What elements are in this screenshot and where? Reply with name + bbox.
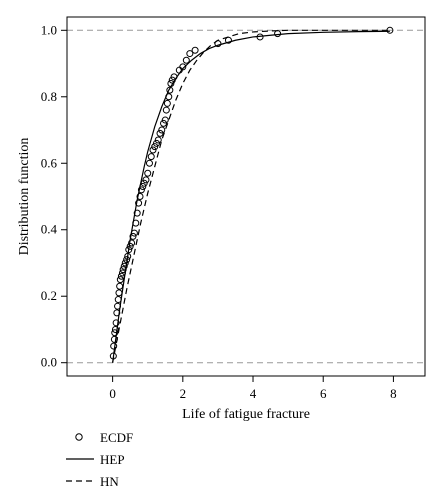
ecdf-point bbox=[149, 146, 157, 154]
ecdf-point bbox=[144, 169, 152, 177]
ecdf-point bbox=[135, 199, 143, 207]
ecdf-point bbox=[162, 106, 170, 114]
ecdf-point bbox=[160, 119, 168, 127]
ecdf-point bbox=[137, 186, 145, 194]
y-tick-label: 0.4 bbox=[41, 222, 58, 237]
ecdf-point bbox=[142, 176, 150, 184]
series-layer bbox=[109, 26, 394, 363]
x-tick-label: 8 bbox=[390, 386, 397, 401]
reference-lines bbox=[67, 29, 425, 364]
ecdf-point bbox=[191, 46, 199, 54]
ecdf-point bbox=[186, 50, 194, 58]
ecdf-point bbox=[121, 259, 129, 267]
ecdf-point bbox=[116, 276, 124, 284]
y-tick-label: 0.6 bbox=[41, 155, 58, 170]
ecdf-point bbox=[182, 56, 190, 64]
ecdf-point bbox=[120, 262, 128, 270]
ecdf-point bbox=[116, 282, 124, 290]
ecdf-point bbox=[110, 342, 118, 350]
ecdf-point bbox=[147, 153, 155, 161]
y-tick-label: 1.0 bbox=[41, 22, 57, 37]
x-tick-label: 0 bbox=[109, 386, 116, 401]
x-axis-label: Life of fatigue fracture bbox=[182, 407, 310, 422]
y-axis-label: Distribution function bbox=[17, 138, 32, 256]
ecdf-point bbox=[145, 159, 153, 167]
ecdf-point bbox=[163, 99, 171, 107]
hn-curve bbox=[112, 29, 390, 363]
legend-label: HN bbox=[100, 474, 119, 489]
ecdf-point bbox=[128, 239, 136, 247]
plot-frame bbox=[66, 16, 426, 377]
ecdf-point bbox=[161, 116, 169, 124]
legend-label: HEP bbox=[100, 452, 125, 467]
hep-curve bbox=[112, 30, 390, 363]
axes: 0 2 4 6 8 0.0 0.2 0.4 0.6 0.8 1.0 bbox=[41, 22, 397, 401]
ecdf-point bbox=[115, 289, 123, 297]
legend: ECDF HEP HN bbox=[66, 430, 133, 489]
x-tick-label: 2 bbox=[180, 386, 187, 401]
ecdf-point bbox=[113, 309, 121, 317]
y-tick-label: 0.8 bbox=[41, 89, 57, 104]
x-tick-label: 4 bbox=[250, 386, 257, 401]
ecdf-point bbox=[129, 232, 137, 240]
ecdf-point bbox=[166, 86, 174, 94]
y-tick-label: 0.2 bbox=[41, 288, 57, 303]
ecdf-point bbox=[133, 209, 141, 217]
legend-marker-circle bbox=[75, 433, 83, 441]
x-tick-label: 6 bbox=[320, 386, 327, 401]
ecdf-point bbox=[156, 129, 164, 137]
y-tick-label: 0.0 bbox=[41, 355, 57, 370]
ecdf-point bbox=[154, 136, 162, 144]
ecdf-point bbox=[158, 126, 166, 134]
ecdf-point bbox=[136, 193, 144, 200]
ecdf-point bbox=[179, 63, 187, 71]
ecdf-point bbox=[111, 329, 119, 337]
ecdf-point bbox=[151, 143, 159, 151]
legend-label: ECDF bbox=[100, 430, 133, 445]
ecdf-point bbox=[274, 30, 282, 38]
ecdf-point bbox=[153, 139, 160, 147]
ecdf-point bbox=[112, 319, 120, 327]
